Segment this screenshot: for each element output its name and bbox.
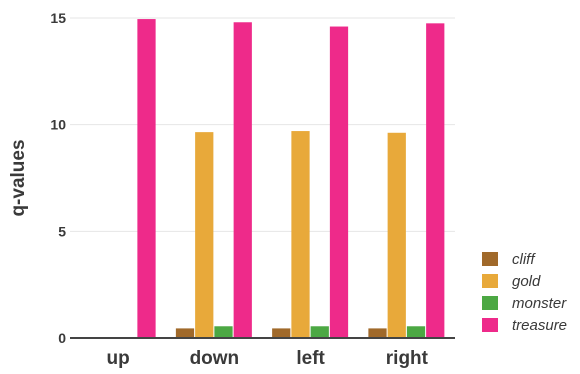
bar-cliff-left: [272, 328, 291, 338]
bar-monster-left: [310, 326, 329, 338]
y-tick-label: 10: [50, 117, 66, 133]
x-tick-label: down: [190, 348, 240, 369]
bar-monster-right: [406, 326, 426, 338]
axis-layer: 0 5 10 15 up down left right: [50, 10, 455, 369]
bars-layer: [79, 19, 445, 339]
bar-gold-left: [291, 131, 310, 338]
bar-cliff-down: [175, 328, 195, 338]
bar-treasure-left: [329, 26, 349, 339]
y-tick-label: 5: [58, 223, 66, 239]
bar-cliff-right: [368, 328, 387, 338]
y-axis-label: q-values: [8, 139, 29, 216]
y-tick-label: 0: [58, 330, 66, 346]
y-tick-label: 15: [50, 10, 66, 26]
legend-swatch-monster: [482, 296, 498, 310]
legend-label-treasure: treasure: [512, 317, 567, 334]
legend: cliff gold monster treasure: [482, 251, 567, 334]
legend-label-gold: gold: [512, 273, 541, 290]
x-tick-label: up: [107, 348, 130, 369]
legend-label-cliff: cliff: [512, 251, 536, 268]
bar-treasure-down: [233, 22, 252, 339]
legend-swatch-gold: [482, 274, 498, 288]
bar-gold-right: [387, 132, 406, 338]
bar-monster-down: [214, 326, 233, 338]
legend-swatch-treasure: [482, 318, 498, 332]
bar-treasure-right: [426, 23, 445, 338]
legend-swatch-cliff: [482, 252, 498, 266]
legend-label-monster: monster: [512, 295, 567, 312]
x-tick-label: left: [296, 348, 325, 369]
x-tick-label: right: [386, 348, 429, 369]
bar-gold-down: [195, 132, 214, 338]
bar-treasure-up: [137, 19, 156, 339]
